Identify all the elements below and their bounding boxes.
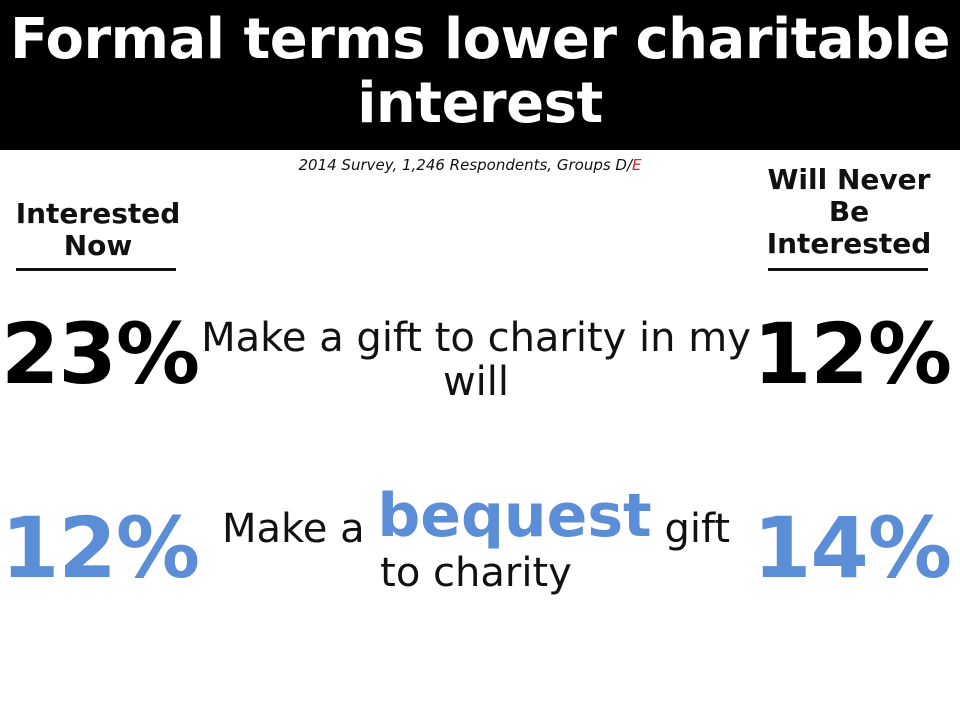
row2-label: Make a bequest gift to charity — [200, 486, 752, 596]
row2-interested-value: 12% — [0, 499, 200, 597]
row1-never-value: 12% — [752, 305, 952, 403]
row1-label: Make a gift to charity in my will — [201, 315, 751, 405]
right-header-underline — [768, 268, 928, 271]
left-header-underline — [16, 268, 176, 271]
slide-title: Formal terms lower charitable interest — [10, 7, 950, 136]
subtitle-main: 2014 Survey, 1,246 Respondents, Groups D… — [298, 156, 633, 174]
interested-now-header: Interested Now — [15, 197, 181, 262]
subtitle-accent: E — [632, 156, 642, 174]
row2-label-emphasis: bequest — [377, 481, 652, 551]
title-bar: Formal terms lower charitable interest — [0, 0, 960, 150]
row2-label-pre: Make a — [221, 506, 365, 552]
row2-never-value: 14% — [752, 499, 952, 597]
row2-label-post: gift to charity — [380, 506, 731, 596]
never-interested-header: Will Never Be Interested — [766, 163, 932, 260]
survey-subtitle: 2014 Survey, 1,246 Respondents, Groups D… — [0, 156, 940, 174]
row1-interested-value: 23% — [0, 305, 200, 403]
